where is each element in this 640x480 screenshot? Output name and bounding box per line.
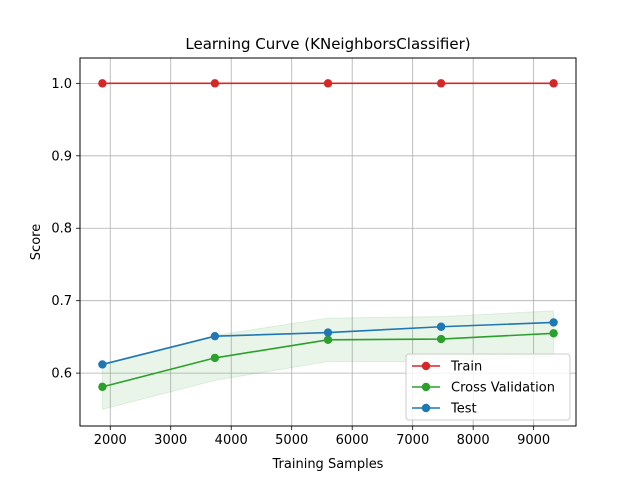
- train-point: [210, 79, 220, 88]
- legend-cross-validation-label: Cross Validation: [451, 381, 555, 396]
- y-tick-label: 0.9: [51, 149, 72, 164]
- train-point: [549, 79, 558, 88]
- legend-train-label: Train: [450, 360, 482, 375]
- series-point-layer: [98, 79, 558, 392]
- x-tick-label: 3000: [154, 433, 187, 448]
- legend-test-label: Test: [450, 402, 477, 417]
- test-point: [436, 322, 446, 331]
- x-tick-label: 4000: [215, 433, 248, 448]
- legend: Train Cross Validation Test: [405, 353, 571, 421]
- y-axis-ticks: 0.6 0.7 0.8 0.9 1.0: [51, 77, 80, 382]
- x-tick-label: 7000: [396, 433, 429, 448]
- x-tick-label: 8000: [457, 433, 490, 448]
- train-point: [98, 79, 107, 88]
- x-axis-label: Training Samples: [272, 457, 384, 472]
- cross-validation-point: [436, 334, 446, 344]
- x-axis-ticks: 2000 3000 4000 5000 6000 7000 8000 9000: [94, 426, 550, 448]
- cross-validation-point: [210, 353, 220, 363]
- train-point: [436, 79, 446, 88]
- x-tick-label: 9000: [517, 433, 550, 448]
- test-point: [98, 360, 107, 369]
- cross-validation-point: [549, 329, 558, 338]
- legend-cross-validation-marker: [421, 382, 431, 392]
- chart-title: Learning Curve (KNeighborsClassifier): [185, 35, 470, 53]
- y-tick-label: 0.8: [51, 222, 72, 237]
- legend-box: [405, 353, 571, 421]
- cross-validation-point: [323, 335, 333, 344]
- x-tick-label: 2000: [94, 433, 127, 448]
- y-tick-label: 0.6: [51, 367, 72, 382]
- x-tick-label: 6000: [336, 433, 369, 448]
- legend-train-marker: [421, 361, 431, 371]
- y-tick-label: 0.7: [51, 294, 72, 309]
- x-tick-label: 5000: [275, 433, 308, 448]
- plot-frame: [79, 57, 577, 427]
- test-point: [549, 318, 558, 327]
- y-tick-label: 1.0: [51, 77, 72, 92]
- y-axis-label: Score: [29, 224, 44, 260]
- test-point: [210, 331, 220, 341]
- test-point: [323, 328, 333, 337]
- train-point: [323, 79, 333, 88]
- legend-test-marker: [421, 403, 431, 413]
- cross-validation-point: [98, 382, 107, 392]
